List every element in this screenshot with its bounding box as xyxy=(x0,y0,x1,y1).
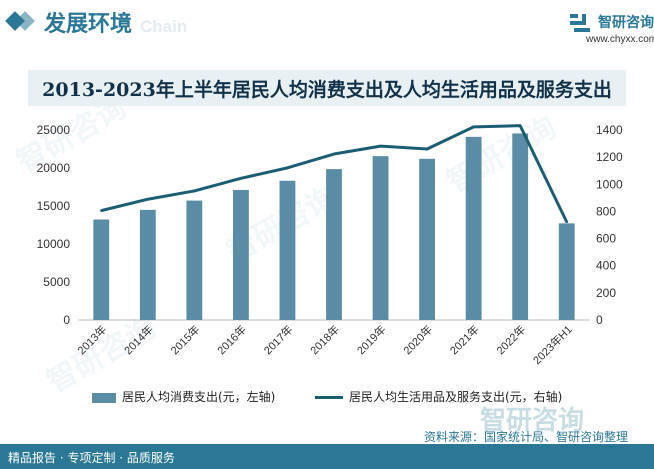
chart-title-band: 2013-2023年上半年居民人均消费支出及人均生活用品及服务支出 xyxy=(28,70,626,106)
bar xyxy=(326,169,342,320)
line-point xyxy=(565,220,568,224)
y-right-tick-label: 1000 xyxy=(596,177,623,191)
line-point xyxy=(332,152,336,156)
bar xyxy=(512,133,529,320)
section-title: 发展环境 xyxy=(44,11,133,37)
bar xyxy=(558,223,575,320)
x-tick-label: 2021年 xyxy=(447,322,482,357)
watermark-logo: 智研咨询 xyxy=(480,406,585,436)
bar xyxy=(465,136,482,320)
footer-bar: 精品报告 · 专项定制 · 品质服务 xyxy=(0,444,654,469)
legend-bar-label: 居民人均消费支出(元，左轴) xyxy=(122,390,276,404)
legend-line-swatch xyxy=(315,396,343,399)
x-tick-label: 2017年 xyxy=(261,322,296,357)
y-right-tick-label: 800 xyxy=(596,204,616,218)
ghost-text: Chain xyxy=(140,17,188,36)
y-right-tick-label: 600 xyxy=(596,232,616,246)
header: 发展环境 Chain 智研咨询 www.chyxx.com xyxy=(0,0,654,58)
x-tick-label: 2018年 xyxy=(307,322,342,357)
legend-item-line: 居民人均生活用品及服务支出(元，右轴) xyxy=(315,388,562,405)
footer-slogan: 精品报告 · 专项定制 · 品质服务 xyxy=(8,451,175,465)
bar xyxy=(372,156,389,320)
bar xyxy=(139,209,156,320)
y-right-tick-label: 0 xyxy=(596,313,603,327)
y-left-tick-label: 25000 xyxy=(37,123,71,137)
y-left-tick-label: 20000 xyxy=(37,161,71,175)
y-right-tick-label: 200 xyxy=(596,286,616,300)
line-point xyxy=(193,189,196,193)
x-tick-label: 2023年H1 xyxy=(530,322,575,367)
brand-logo-icon xyxy=(570,14,590,32)
legend-line-label: 居民人均生活用品及服务支出(元，右轴) xyxy=(349,390,563,404)
x-tick-label: 2015年 xyxy=(167,322,202,357)
y-right-tick-label: 1400 xyxy=(596,123,623,137)
line-point xyxy=(518,124,522,127)
y-left-tick-label: 15000 xyxy=(37,199,71,213)
bar xyxy=(186,200,203,320)
x-tick-label: 2013年 xyxy=(74,322,109,357)
brand: 智研咨询 www.chyxx.com xyxy=(568,12,654,52)
legend: 居民人均消费支出(元，左轴) 居民人均生活用品及服务支出(元，右轴) xyxy=(0,388,654,408)
bar xyxy=(93,219,110,320)
chart-title: 2013-2023年上半年居民人均消费支出及人均生活用品及服务支出 xyxy=(42,79,612,101)
x-tick-label: 2022年 xyxy=(493,322,528,357)
x-tick-label: 2019年 xyxy=(354,322,389,357)
line-point xyxy=(425,147,429,151)
bar xyxy=(279,180,296,320)
line-point xyxy=(239,177,243,180)
line-point xyxy=(286,166,289,170)
x-tick-label: 2020年 xyxy=(400,322,435,357)
bar xyxy=(232,189,249,320)
brand-name: 智研咨询 xyxy=(598,15,654,31)
y-right-tick-label: 1200 xyxy=(596,150,623,164)
source-note: 资料来源：国家统计局、智研咨询整理 xyxy=(424,430,629,444)
y-left-tick-label: 10000 xyxy=(37,237,71,251)
bar xyxy=(419,158,436,320)
x-tick-label: 2016年 xyxy=(214,322,249,357)
line-point xyxy=(472,125,475,129)
x-tick-label: 2014年 xyxy=(121,322,156,357)
line-point xyxy=(379,144,382,148)
y-left-tick-label: 5000 xyxy=(43,275,70,289)
y-right-tick-label: 400 xyxy=(596,259,616,273)
y-left-tick-label: 0 xyxy=(63,313,70,327)
legend-item-bars: 居民人均消费支出(元，左轴) xyxy=(92,388,275,405)
line-point xyxy=(100,209,103,212)
brand-url: www.chyxx.com xyxy=(586,34,654,45)
legend-bar-swatch xyxy=(92,392,116,403)
line-point xyxy=(146,198,150,201)
